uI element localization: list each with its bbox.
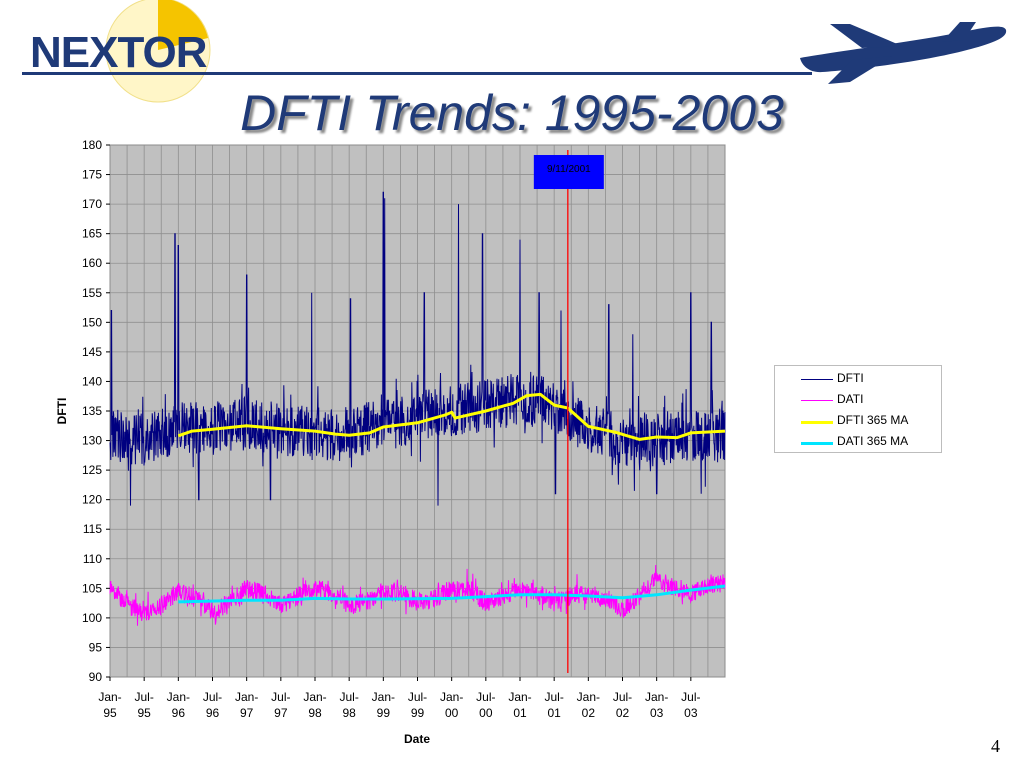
x-tick-label: Jan-00 (440, 690, 463, 720)
y-tick-label: 150 (82, 315, 102, 329)
y-tick-label: 165 (82, 227, 102, 241)
event-marker-box (533, 155, 604, 189)
slide-title: DFTI Trends: 1995-2003 (240, 85, 784, 141)
series-dfti-365-ma (177, 392, 726, 441)
x-tick-label: Jul-01 (544, 690, 563, 720)
legend-item: DATI 365 MA (775, 433, 941, 454)
x-tick-label: Jul-98 (339, 690, 358, 720)
x-tick-label: Jan-02 (577, 690, 600, 720)
x-tick-label: Jan-95 (98, 690, 121, 720)
x-tick-label: Jul-97 (271, 690, 290, 720)
chart-legend: DFTI DATI DFTI 365 MA DATI 365 MA (774, 365, 942, 453)
x-tick-label: Jan-01 (508, 690, 531, 720)
legend-item: DATI (775, 391, 941, 412)
x-tick-label: Jan-98 (303, 690, 326, 720)
legend-label: DATI (837, 392, 864, 406)
legend-item: DFTI (775, 370, 941, 391)
y-tick-label: 135 (82, 404, 102, 418)
y-axis-label: DFTI (55, 398, 69, 425)
y-tick-label: 110 (83, 552, 102, 566)
x-tick-label: Jul-03 (681, 690, 700, 720)
y-tick-label: 115 (83, 522, 102, 536)
y-tick-label: 170 (82, 197, 102, 211)
y-tick-label: 105 (82, 581, 102, 595)
nextor-logo-sun (105, 0, 211, 103)
y-tick-label: 95 (89, 640, 103, 654)
series-dati-365-ma (178, 584, 726, 604)
x-tick-label: Jan-99 (372, 690, 395, 720)
event-marker-label: 9/11/2001 (547, 164, 591, 175)
y-tick-label: 125 (82, 463, 102, 477)
x-tick-label: Jul-95 (134, 690, 153, 720)
y-tick-label: 100 (82, 611, 102, 625)
legend-swatch (801, 379, 833, 380)
x-tick-label: Jul-02 (613, 690, 632, 720)
y-tick-label: 120 (82, 493, 102, 507)
series-dfti (109, 191, 726, 506)
x-tick-label: Jan-97 (235, 690, 258, 720)
y-tick-label: 90 (89, 670, 103, 684)
legend-label: DATI 365 MA (837, 434, 909, 448)
x-tick-label: Jul-99 (408, 690, 427, 720)
y-tick-label: 160 (82, 256, 102, 270)
x-tick-label: Jan-03 (645, 690, 668, 720)
airplane-icon (800, 22, 1007, 84)
legend-swatch (801, 400, 833, 401)
y-tick-label: 140 (82, 374, 102, 388)
y-tick-label: 180 (82, 138, 102, 152)
page-number: 4 (991, 736, 1000, 756)
y-tick-label: 175 (82, 168, 102, 182)
legend-swatch (801, 421, 833, 424)
legend-item: DFTI 365 MA (775, 412, 941, 433)
legend-label: DFTI 365 MA (837, 413, 909, 427)
series-dati (109, 564, 726, 626)
legend-swatch (801, 442, 833, 445)
x-axis-label: Date (404, 732, 430, 746)
x-tick-label: Jul-96 (203, 690, 222, 720)
x-tick-label: Jul-00 (476, 690, 495, 720)
y-tick-label: 155 (82, 286, 102, 300)
header-rule (22, 72, 812, 75)
legend-label: DFTI (837, 371, 864, 385)
nextor-logo-text: NEXTOR (30, 28, 208, 77)
y-tick-label: 130 (82, 434, 102, 448)
y-tick-label: 145 (82, 345, 102, 359)
x-tick-label: Jan-96 (167, 690, 190, 720)
